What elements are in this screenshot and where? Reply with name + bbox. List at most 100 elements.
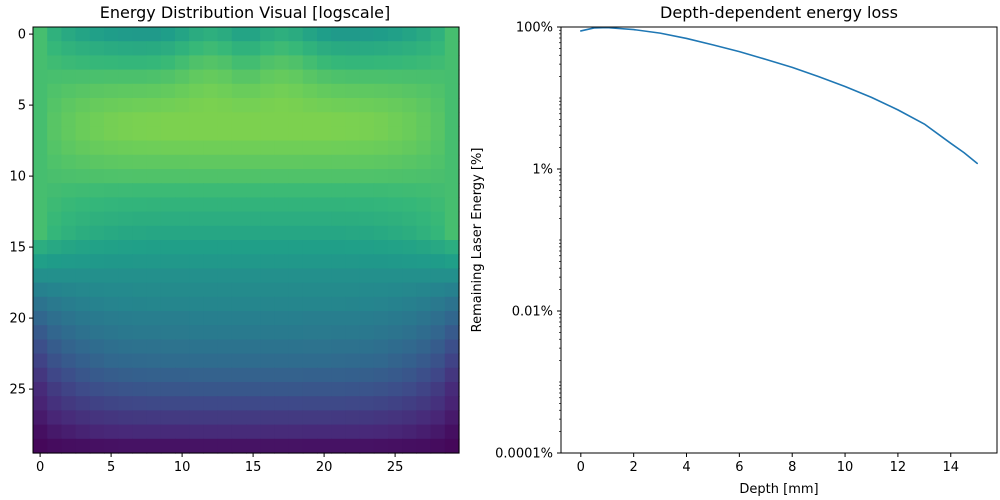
heatmap-cell [288,98,304,113]
heatmap-cell [160,140,176,156]
heatmap-cell [146,438,162,454]
heatmap-cell [373,353,389,369]
heatmap-cell [430,353,446,369]
heatmap-cell [132,112,148,127]
heatmap-cell [430,126,446,142]
heatmap-cell [104,438,119,454]
heatmap-cell [416,183,432,198]
heatmap-cell [373,126,389,142]
heatmap-x-ticks: 0 5 10 15 20 25 [36,453,403,475]
heatmap-cell [345,410,361,426]
heatmap-cell [359,353,375,369]
heatmap-cell [203,98,219,113]
heatmap-cell [104,140,119,156]
heatmap-cell [175,27,190,42]
heatmap-cell [175,55,190,71]
heatmap-cell [302,282,318,298]
heatmap-cell [104,112,119,127]
heatmap-cell [217,197,233,213]
heatmap-cell [89,197,105,213]
x-tick-label: 14 [942,460,959,475]
heatmap-cell [160,225,176,241]
heatmap-cell [146,296,162,312]
heatmap-cell [231,424,247,440]
heatmap-cell [331,282,346,298]
heatmap-cell [132,410,148,426]
heatmap-cell [331,296,346,312]
heatmap-cell [260,41,275,56]
heatmap-cell [416,169,432,184]
heatmap-cell [89,98,105,113]
heatmap-cell [189,197,204,213]
heatmap-cell [246,296,261,312]
heatmap-cell [189,240,204,255]
heatmap-cell [61,438,77,454]
heatmap-cell [388,296,403,312]
heatmap-cell [288,382,304,397]
heatmap-cell [132,325,148,340]
heatmap-cell [260,98,275,113]
heatmap-cell [146,83,162,99]
heatmap-cell [61,169,77,184]
heatmap-cell [274,211,290,227]
heatmap-cell [345,438,361,454]
heatmap-cell [288,27,304,42]
heatmap-cell [274,140,290,156]
heatmap-cell [260,424,275,440]
heatmap-cell [61,240,77,255]
heatmap-cell [231,55,247,71]
heatmap-cell [175,211,190,227]
heatmap-cell [388,382,403,397]
heatmap-cell [416,41,432,56]
heatmap-cell [61,382,77,397]
heatmap-cell [104,98,119,113]
heatmap-cell [231,353,247,369]
heatmap-cell [47,126,62,142]
heatmap-cell [288,112,304,127]
heatmap-cell [146,154,162,170]
heatmap-cell [359,254,375,269]
heatmap-cell [217,382,233,397]
heatmap-cell [217,282,233,298]
heatmap-cell [89,353,105,369]
heatmap-cell [302,41,318,56]
heatmap-cell [132,268,148,284]
heatmap-cell [331,225,346,241]
heatmap-cell [231,225,247,241]
heatmap-cell [317,140,332,156]
heatmap-cell [217,83,233,99]
heatmap-cell [217,240,233,255]
heatmap-cell [189,27,204,42]
heatmap-cell [359,211,375,227]
heatmap-cell [203,424,219,440]
heatmap-cell [118,27,133,42]
heatmap-cell [430,169,446,184]
heatmap-cell [104,396,119,411]
heatmap-cell [246,339,261,355]
heatmap-cell [33,240,48,255]
heatmap-cell [430,325,446,340]
heatmap-cell [331,396,346,411]
heatmap-cell [175,353,190,369]
heatmap-cell [175,382,190,397]
heatmap-cell [373,98,389,113]
heatmap-cell [317,424,332,440]
heatmap-cell [331,140,346,156]
heatmap-cell [402,396,417,411]
heatmap-cell [61,424,77,440]
heatmap-cell [302,424,318,440]
heatmap-cell [274,311,290,326]
heatmap-cell [302,197,318,213]
heatmap-cell [402,98,417,113]
heatmap-cell [260,126,275,142]
heatmap-cell [231,27,247,42]
x-tick-label: 6 [735,460,743,475]
heatmap-cell [416,396,432,411]
heatmap-cell [118,197,133,213]
heatmap-cell [302,112,318,127]
heatmap-cell [302,154,318,170]
heatmap-cell [388,98,403,113]
heatmap-cell [430,197,446,213]
heatmap-cell [160,268,176,284]
heatmap-cell [160,69,176,85]
